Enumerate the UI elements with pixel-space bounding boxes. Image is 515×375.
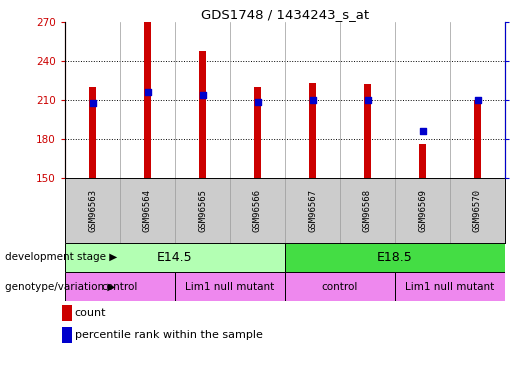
Bar <box>144 22 151 178</box>
Point <box>364 97 372 103</box>
Text: control: control <box>322 282 358 291</box>
Bar <box>65 272 175 301</box>
Bar <box>65 243 285 272</box>
Text: GSM96564: GSM96564 <box>143 189 152 232</box>
Text: GSM96565: GSM96565 <box>198 189 207 232</box>
Bar <box>199 51 206 178</box>
Title: GDS1748 / 1434243_s_at: GDS1748 / 1434243_s_at <box>201 8 369 21</box>
Point <box>473 97 482 103</box>
Bar <box>285 243 505 272</box>
Bar <box>285 272 395 301</box>
Bar <box>175 272 285 301</box>
Text: genotype/variation ▶: genotype/variation ▶ <box>5 282 115 291</box>
Bar <box>364 84 371 178</box>
Point <box>418 128 426 134</box>
Text: GSM96569: GSM96569 <box>418 189 427 232</box>
Text: count: count <box>75 308 106 318</box>
Point <box>253 99 262 105</box>
Point <box>89 100 97 106</box>
Bar <box>62 305 72 321</box>
Text: percentile rank within the sample: percentile rank within the sample <box>75 330 263 340</box>
Text: E18.5: E18.5 <box>377 251 413 264</box>
Bar <box>395 272 505 301</box>
Text: Lim1 null mutant: Lim1 null mutant <box>405 282 494 291</box>
Point <box>308 97 317 103</box>
Bar <box>62 327 72 343</box>
Bar <box>254 87 261 178</box>
Bar <box>309 83 316 178</box>
Text: GSM96568: GSM96568 <box>363 189 372 232</box>
Text: development stage ▶: development stage ▶ <box>5 252 117 262</box>
Text: control: control <box>102 282 138 291</box>
Text: GSM96570: GSM96570 <box>473 189 482 232</box>
Point <box>198 92 207 98</box>
Bar <box>89 87 96 178</box>
Text: GSM96567: GSM96567 <box>308 189 317 232</box>
Bar <box>419 144 426 178</box>
Text: GSM96563: GSM96563 <box>88 189 97 232</box>
Text: E14.5: E14.5 <box>157 251 193 264</box>
Text: Lim1 null mutant: Lim1 null mutant <box>185 282 274 291</box>
Text: GSM96566: GSM96566 <box>253 189 262 232</box>
Point <box>143 89 151 95</box>
Bar <box>474 100 481 178</box>
